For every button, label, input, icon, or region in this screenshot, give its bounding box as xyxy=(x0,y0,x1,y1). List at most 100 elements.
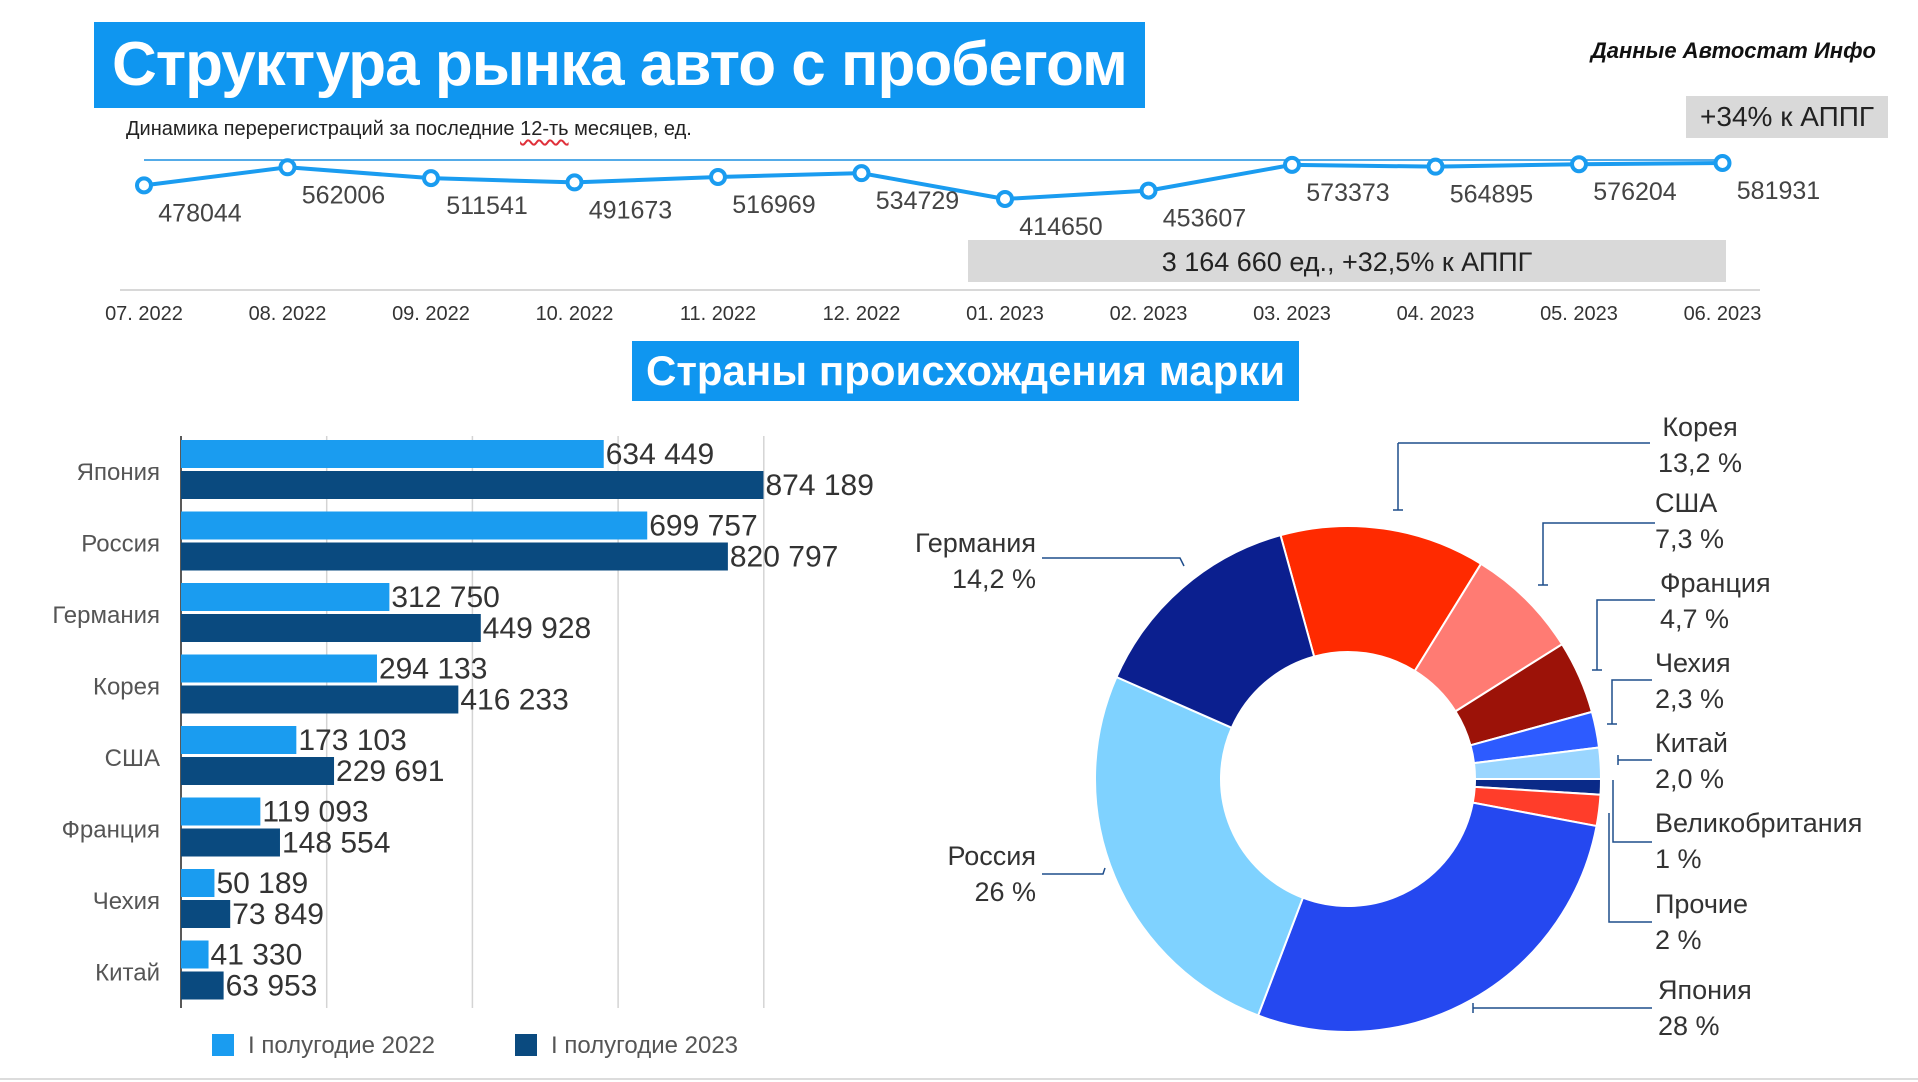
line-point-11. 2022 xyxy=(709,167,727,186)
bar-2022-Россия xyxy=(181,511,648,540)
yoy-growth-badge: +34% к АППГ xyxy=(1686,96,1888,138)
line-chart: 3 164 660 ед., +32,5% к АППГ 478044 07. 20… xyxy=(105,154,1820,325)
bottom-divider xyxy=(0,1078,1918,1080)
line-value-label-04. 2023: 564895 xyxy=(1450,181,1533,209)
pie-label-china-name: Китай xyxy=(1655,728,1728,758)
leader-line-Россия xyxy=(1042,867,1106,875)
line-chart-subtitle: Динамика перерегистраций за последние 12… xyxy=(126,118,692,141)
pie-label-france-value: 4,7 % xyxy=(1660,604,1730,634)
line-point-01. 2023 xyxy=(996,190,1014,208)
bar-2023-США xyxy=(181,757,335,785)
line-value-label-05. 2023: 576204 xyxy=(1593,178,1677,206)
section-title: Страны происхождения марки xyxy=(632,341,1300,401)
line-annotation-box xyxy=(968,240,1726,282)
line-value-label-07. 2022: 478044 xyxy=(158,199,242,227)
bar-value-label-2023-Чехия: 73 849 xyxy=(232,898,324,931)
legend-label-2023: I полугодие 2023 xyxy=(551,1032,739,1059)
legend-label-2022: I полугодие 2022 xyxy=(248,1032,436,1059)
donut-slice-Германия xyxy=(1115,533,1316,730)
line-annotation-text: 3 164 660 ед., +32,5% к АППГ xyxy=(1162,247,1533,277)
bar-value-label-2022-Китай: 41 330 xyxy=(211,939,303,972)
pie-label-korea: Корея 13,2 % xyxy=(1658,409,1742,481)
line-point-08. 2022 xyxy=(278,158,297,177)
line-value-label-06. 2023: 581931 xyxy=(1737,177,1820,205)
x-tick-label-03. 2023: 03. 2023 xyxy=(1253,303,1331,325)
bar-value-label-2022-Корея: 294 133 xyxy=(379,653,487,686)
bar-2022-Германия xyxy=(181,583,390,611)
bar-category-label-Германия: Германия xyxy=(52,602,160,629)
legend-item-2022: I полугодие 2022 xyxy=(212,1032,435,1060)
bar-2022-США xyxy=(181,726,297,754)
pie-label-czech-value: 2,3 % xyxy=(1655,684,1725,714)
line-point-06. 2023 xyxy=(1713,154,1732,172)
pie-label-japan-value: 28 % xyxy=(1658,1011,1720,1041)
bar-value-label-2022-Германия: 312 750 xyxy=(391,581,499,614)
donut-slice-Япония xyxy=(1256,801,1598,1034)
bar-2023-Россия xyxy=(181,542,728,571)
data-source-label: Данные Автостат Инфо xyxy=(1590,38,1876,63)
pie-label-other-value: 2 % xyxy=(1655,925,1702,955)
bar-value-label-2022-Россия: 699 757 xyxy=(649,510,757,543)
x-tick-label-01. 2023: 01. 2023 xyxy=(966,303,1044,325)
pie-label-uk-name: Великобритания xyxy=(1655,808,1863,838)
donut-slice-США xyxy=(1413,562,1564,713)
leader-line-Прочие xyxy=(1608,813,1652,923)
x-tick-label-06. 2023: 06. 2023 xyxy=(1684,303,1762,325)
donut-slice-Великобритания xyxy=(1473,777,1603,796)
x-tick-label-05. 2023: 05. 2023 xyxy=(1540,303,1618,325)
pie-label-germany: Германия 14,2 % xyxy=(915,525,1036,597)
bar-value-label-2022-Япония: 634 449 xyxy=(606,438,714,471)
bar-value-label-2023-Франция: 148 554 xyxy=(282,827,390,860)
leader-line-Корея xyxy=(1393,442,1650,511)
donut-slice-Прочие xyxy=(1471,785,1602,828)
line-value-label-01. 2023: 414650 xyxy=(1019,213,1102,241)
bar-2023-Чехия xyxy=(181,900,231,928)
line-point-09. 2022 xyxy=(422,169,440,188)
line-value-label-09. 2022: 511541 xyxy=(446,192,528,220)
line-point-03. 2023 xyxy=(1283,155,1301,174)
page-title: Структура рынка авто с пробегом xyxy=(94,22,1145,108)
legend-swatch-2022 xyxy=(212,1034,234,1056)
pie-label-usa-value: 7,3 % xyxy=(1655,524,1725,554)
bar-value-label-2022-Франция: 119 093 xyxy=(262,796,368,829)
pie-label-czech: Чехия 2,3 % xyxy=(1655,645,1731,717)
leader-line-Германия xyxy=(1042,557,1185,567)
bar-value-label-2022-Чехия: 50 189 xyxy=(216,867,308,900)
donut-slice-Китай xyxy=(1472,746,1603,780)
line-value-label-08. 2022: 562006 xyxy=(302,181,385,209)
bar-2022-Корея xyxy=(181,654,377,683)
subtitle-underlined-word: 12-ть xyxy=(520,118,569,140)
line-value-label-11. 2022: 516969 xyxy=(732,191,815,219)
leader-line-Чехия xyxy=(1607,679,1652,725)
line-point-12. 2022 xyxy=(852,164,871,183)
leader-line-США xyxy=(1538,522,1655,586)
bar-category-label-Чехия: Чехия xyxy=(93,888,160,915)
bar-value-label-2023-Китай: 63 953 xyxy=(226,970,318,1003)
pie-label-france-name: Франция xyxy=(1660,568,1771,598)
line-series-path xyxy=(143,161,1723,201)
donut-slice-Франция xyxy=(1454,642,1594,747)
pie-label-other: Прочие 2 % xyxy=(1655,886,1748,958)
pie-label-france: Франция 4,7 % xyxy=(1660,565,1771,637)
bar-value-label-2023-Корея: 416 233 xyxy=(460,684,568,717)
leader-line-Франция xyxy=(1592,599,1655,671)
bar-category-label-Китай: Китай xyxy=(95,960,160,987)
legend-swatch-2023 xyxy=(515,1034,537,1056)
bar-2022-Франция xyxy=(181,797,261,826)
x-tick-label-09. 2022: 09. 2022 xyxy=(392,303,470,325)
bar-category-label-Франция: Франция xyxy=(62,817,160,844)
pie-label-korea-value: 13,2 % xyxy=(1658,448,1743,478)
x-tick-label-11. 2022: 11. 2022 xyxy=(680,303,756,325)
line-point-02. 2023 xyxy=(1139,181,1158,200)
bar-2022-Япония xyxy=(181,440,604,468)
line-value-label-03. 2023: 573373 xyxy=(1306,179,1389,207)
x-tick-label-07. 2022: 07. 2022 xyxy=(105,303,183,325)
bar-value-label-2023-Япония: 874 189 xyxy=(765,469,873,502)
pie-label-uk-value: 1 % xyxy=(1655,844,1702,874)
pie-label-russia-value: 26 % xyxy=(974,877,1036,907)
pie-label-germany-name: Германия xyxy=(914,528,1036,558)
pie-label-czech-name: Чехия xyxy=(1655,648,1731,678)
bar-2022-Чехия xyxy=(181,869,215,897)
donut-slice-Россия xyxy=(1093,675,1305,1017)
pie-label-japan: Япония 28 % xyxy=(1658,972,1752,1044)
